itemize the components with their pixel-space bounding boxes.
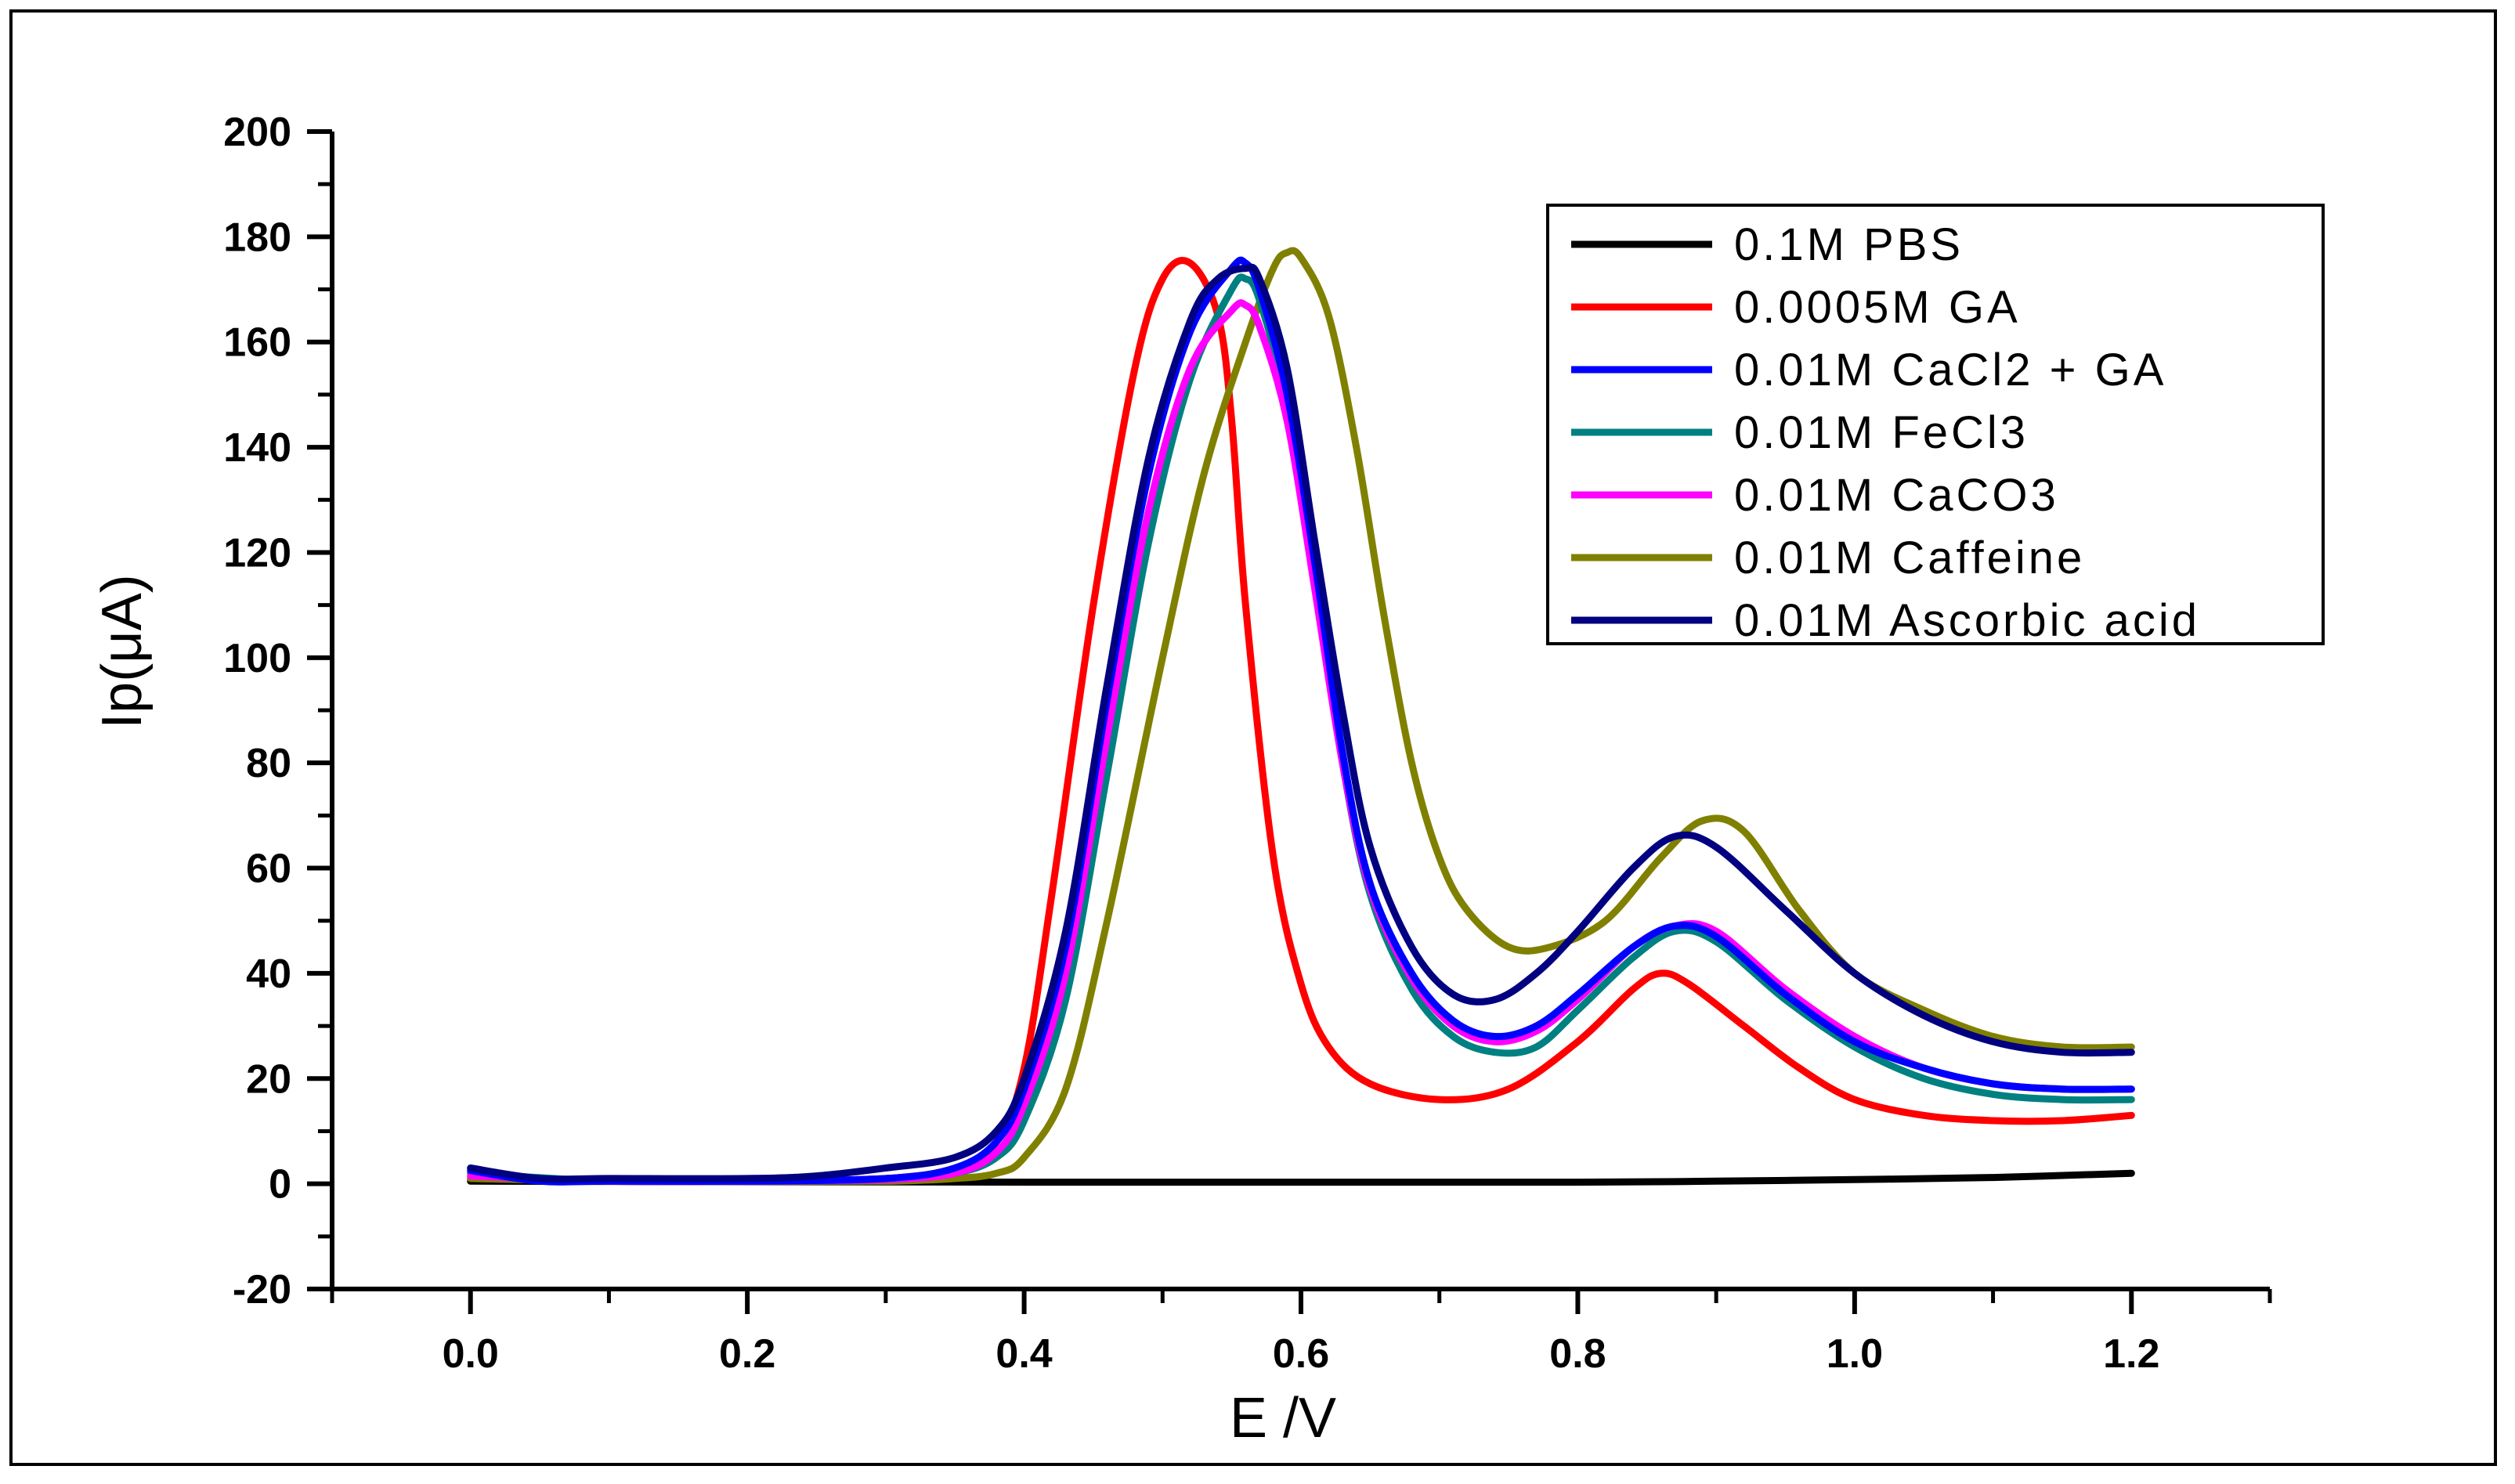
y-tick-label: 180 xyxy=(223,215,291,260)
x-tick-label: 0.6 xyxy=(1273,1331,1329,1377)
series-line-6 xyxy=(467,263,2135,1183)
axes: -20 0 20 40 60 80 100 120 140 160 180 200 0.0 0.2 0.4 0… xyxy=(223,110,2272,1377)
x-tick-label: 0.0 xyxy=(443,1331,499,1377)
x-tick-label: 1.2 xyxy=(2103,1331,2159,1377)
legend-label: 0.01M CaCl2 + GA xyxy=(1734,345,2166,395)
x-tick-label: 0.2 xyxy=(719,1331,775,1377)
legend: 0.1M PBS 0.0005M GA 0.01M CaCl2 + GA 0.01M … xyxy=(1546,204,2325,646)
series-line-4 xyxy=(467,299,2135,1186)
x-tick-label: 0.8 xyxy=(1549,1331,1606,1377)
series-line-2 xyxy=(467,256,2135,1186)
y-tick-label: 160 xyxy=(223,320,291,366)
y-tick-label: 80 xyxy=(246,741,291,786)
y-tick-label: 60 xyxy=(246,847,291,892)
y-tick-label: 40 xyxy=(246,951,291,997)
y-tick-label: 100 xyxy=(223,636,291,681)
y-tick-label: 200 xyxy=(223,110,291,155)
legend-label: 0.01M FeCl3 xyxy=(1734,407,2029,458)
x-axis-title: E /V xyxy=(1230,1387,1336,1450)
series-layer xyxy=(467,247,2135,1186)
y-tick-label: 140 xyxy=(223,425,291,471)
y-tick-label: 120 xyxy=(223,530,291,576)
legend-label: 0.0005M GA xyxy=(1734,282,2021,333)
legend-label: 0.01M Caffeine xyxy=(1734,533,2085,583)
y-axis-title: Ip(μA) xyxy=(91,574,154,729)
series-line-5 xyxy=(467,247,2135,1186)
legend-box xyxy=(1546,204,2325,645)
x-tick-label: 0.4 xyxy=(996,1331,1052,1377)
legend-label: 0.01M Ascorbic acid xyxy=(1734,595,2200,646)
legend-label: 0.01M CaCO3 xyxy=(1734,470,2059,521)
y-tick-label: 20 xyxy=(246,1056,291,1102)
y-tick-label: 0 xyxy=(269,1162,291,1208)
y-tick-label: -20 xyxy=(233,1267,291,1312)
x-tick-label: 1.0 xyxy=(1827,1331,1883,1377)
legend-label: 0.1M PBS xyxy=(1734,219,1964,270)
